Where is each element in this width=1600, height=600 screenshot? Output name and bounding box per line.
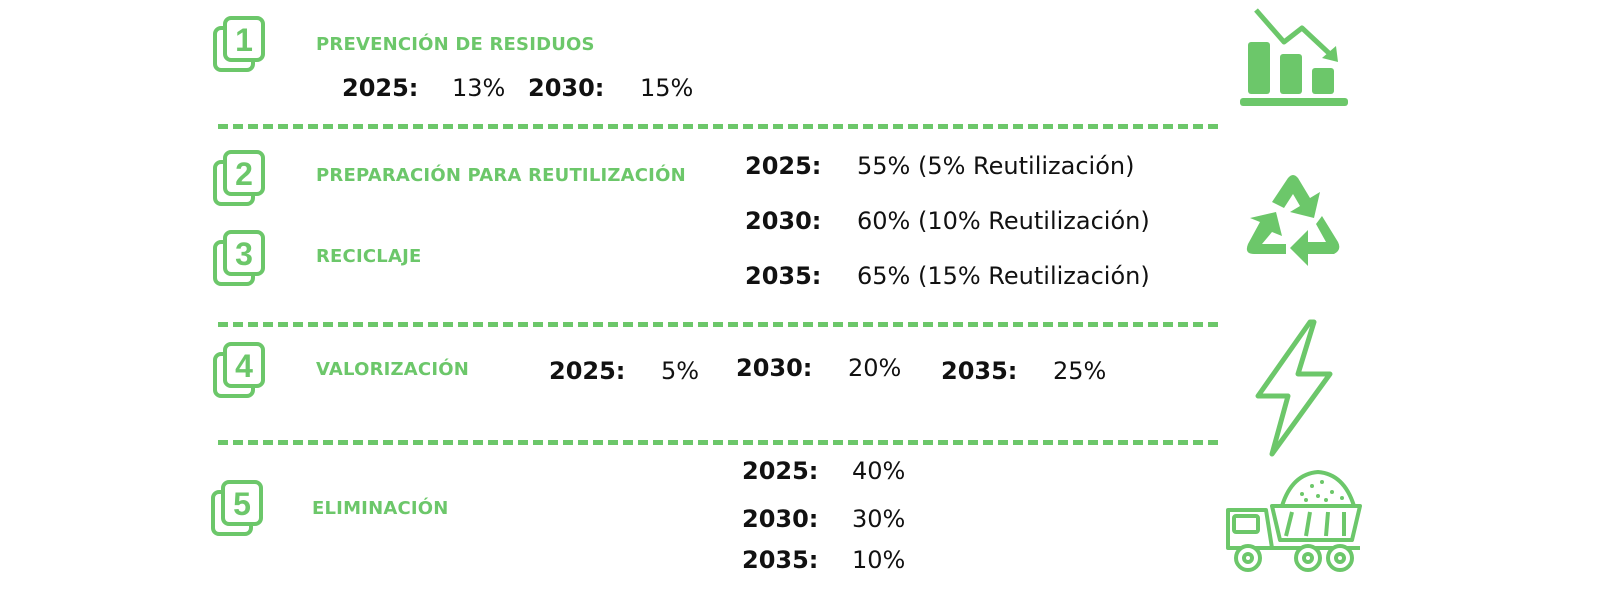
section-title: PREVENCIÓN DE RESIDUOS <box>316 34 595 55</box>
target-value: 65% (15% Reutilización) <box>857 262 1150 290</box>
dump-truck-icon <box>1226 470 1362 572</box>
target-value: 13% <box>452 74 506 102</box>
target-value: 30% <box>852 505 906 533</box>
target-value: 40% <box>852 457 906 485</box>
number-badge-1-icon: 1 <box>213 16 265 72</box>
target-year: 2035: <box>742 546 819 574</box>
target-year: 2025: <box>742 457 819 485</box>
recycle-icon <box>1246 175 1340 266</box>
target-value: 20% <box>848 354 902 382</box>
lightning-bolt-icon <box>1255 319 1333 457</box>
target-year: 2025: <box>745 152 822 180</box>
section-title: ELIMINACIÓN <box>312 498 449 519</box>
target-value: 10% <box>852 546 906 574</box>
svg-text:4: 4 <box>235 348 253 384</box>
target-value: 55% (5% Reutilización) <box>857 152 1135 180</box>
section-divider <box>218 440 1218 445</box>
section-title: PREPARACIÓN PARA REUTILIZACIÓN <box>316 165 686 186</box>
section-title: RECICLAJE <box>316 246 422 267</box>
target-year: 2030: <box>736 354 813 382</box>
section-divider <box>218 322 1218 327</box>
target-value: 5% <box>661 357 700 385</box>
svg-text:1: 1 <box>235 22 253 58</box>
section-title: VALORIZACIÓN <box>316 359 469 380</box>
svg-text:3: 3 <box>235 236 253 272</box>
target-year: 2025: <box>549 357 626 385</box>
target-year: 2025: <box>342 74 419 102</box>
number-badge-3-icon: 3 <box>213 230 265 286</box>
svg-text:5: 5 <box>233 486 251 522</box>
target-year: 2035: <box>941 357 1018 385</box>
svg-text:2: 2 <box>235 156 253 192</box>
number-badge-2-icon: 2 <box>213 150 265 206</box>
target-value: 60% (10% Reutilización) <box>857 207 1150 235</box>
target-value: 25% <box>1053 357 1107 385</box>
target-year: 2030: <box>745 207 822 235</box>
target-year: 2030: <box>742 505 819 533</box>
target-year: 2035: <box>745 262 822 290</box>
number-badge-4-icon: 4 <box>213 342 265 398</box>
target-value: 15% <box>640 74 694 102</box>
section-divider <box>218 124 1218 129</box>
number-badge-5-icon: 5 <box>211 480 263 536</box>
declining-bar-chart-icon <box>1240 8 1348 106</box>
target-year: 2030: <box>528 74 605 102</box>
